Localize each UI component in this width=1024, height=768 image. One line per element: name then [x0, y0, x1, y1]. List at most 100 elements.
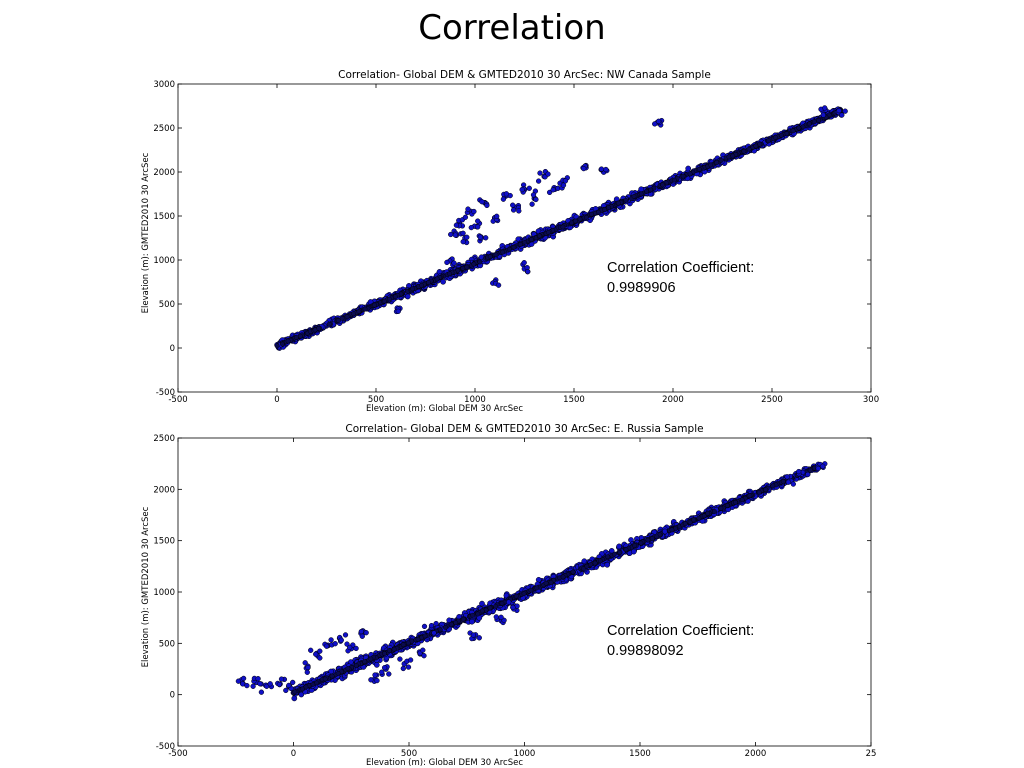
data-point — [483, 235, 489, 241]
y-tick-label: 2500 — [153, 124, 175, 134]
data-point — [603, 166, 609, 173]
data-point — [470, 612, 476, 618]
data-point — [382, 651, 387, 656]
data-point — [400, 642, 406, 648]
data-point — [276, 681, 283, 688]
data-point — [285, 338, 291, 344]
data-point — [612, 551, 617, 557]
data-point — [405, 640, 411, 646]
data-point — [391, 646, 397, 652]
chart-2-points — [235, 461, 828, 702]
data-point — [379, 669, 385, 675]
data-point — [697, 166, 702, 172]
data-point — [753, 143, 759, 149]
data-point — [724, 503, 730, 508]
slide-title: Correlation — [418, 8, 606, 48]
data-point — [545, 229, 551, 235]
data-point — [671, 177, 677, 183]
data-point — [479, 600, 485, 607]
data-point — [510, 604, 516, 611]
data-point — [836, 107, 842, 114]
data-point — [779, 132, 784, 138]
x-tick-label: 2000 — [745, 749, 767, 759]
data-point — [464, 264, 470, 270]
data-point — [453, 620, 459, 626]
data-point — [766, 138, 771, 144]
data-point — [476, 635, 482, 641]
data-point — [652, 121, 658, 127]
annotation-1-line1: Correlation Coefficient: — [607, 260, 755, 276]
data-point — [313, 651, 319, 657]
data-point — [616, 200, 621, 206]
y-tick-label: 0 — [170, 691, 175, 701]
data-point — [691, 517, 696, 523]
data-point — [332, 641, 338, 647]
data-point — [317, 655, 323, 661]
data-point — [560, 224, 566, 230]
data-point — [500, 249, 505, 255]
data-point — [443, 625, 448, 630]
data-point — [815, 465, 821, 472]
data-point — [617, 550, 623, 555]
data-point — [739, 497, 745, 503]
data-point — [286, 682, 292, 689]
data-point — [513, 593, 519, 599]
data-point — [351, 311, 356, 317]
data-point — [604, 561, 611, 568]
data-point — [718, 505, 724, 511]
data-point — [525, 268, 531, 275]
data-point — [548, 580, 554, 585]
x-tick-label: 1500 — [563, 395, 585, 405]
data-point — [278, 676, 285, 682]
data-point — [444, 259, 450, 266]
y-tick-label: 2000 — [153, 485, 175, 495]
data-point — [297, 333, 303, 339]
data-point — [510, 202, 516, 208]
data-point — [419, 282, 424, 288]
data-point — [475, 224, 481, 230]
data-point — [756, 489, 762, 495]
data-point — [495, 282, 502, 288]
data-point — [517, 241, 523, 247]
data-point — [317, 648, 323, 654]
data-point — [589, 211, 594, 217]
data-point — [521, 591, 527, 596]
data-point — [468, 224, 474, 231]
data-point — [560, 574, 566, 580]
data-point — [550, 187, 556, 193]
y-tick-label: -500 — [156, 388, 175, 398]
data-point — [316, 325, 322, 331]
data-point — [347, 644, 353, 651]
data-point — [569, 220, 574, 226]
x-tick-label: 500 — [401, 749, 417, 759]
data-point — [335, 670, 341, 676]
data-point — [800, 124, 806, 130]
data-point — [816, 118, 822, 123]
data-point — [448, 231, 454, 238]
data-point — [616, 543, 622, 550]
data-point — [581, 566, 586, 572]
data-point — [392, 294, 398, 300]
data-point — [267, 681, 273, 687]
data-point — [460, 265, 466, 271]
data-point — [386, 296, 392, 302]
annotation-2-line2: 0.99898092 — [607, 643, 684, 659]
data-point — [362, 659, 368, 665]
data-point — [796, 125, 802, 131]
data-point — [687, 171, 693, 177]
chart-1-ylabel: Elevation (m): GMTED2010 30 ArcSec — [141, 152, 151, 313]
data-point — [506, 599, 512, 605]
data-point — [529, 237, 534, 243]
data-point — [462, 214, 469, 220]
y-tick-label: 0 — [170, 344, 175, 354]
data-point — [475, 611, 481, 617]
data-point — [516, 208, 522, 214]
data-point — [811, 119, 817, 125]
y-tick-label: 2500 — [153, 434, 175, 444]
data-point — [465, 206, 471, 212]
y-tick-label: 1000 — [153, 588, 175, 598]
data-point — [546, 189, 553, 196]
data-point — [356, 309, 362, 314]
data-point — [648, 187, 654, 193]
data-point — [596, 209, 601, 215]
